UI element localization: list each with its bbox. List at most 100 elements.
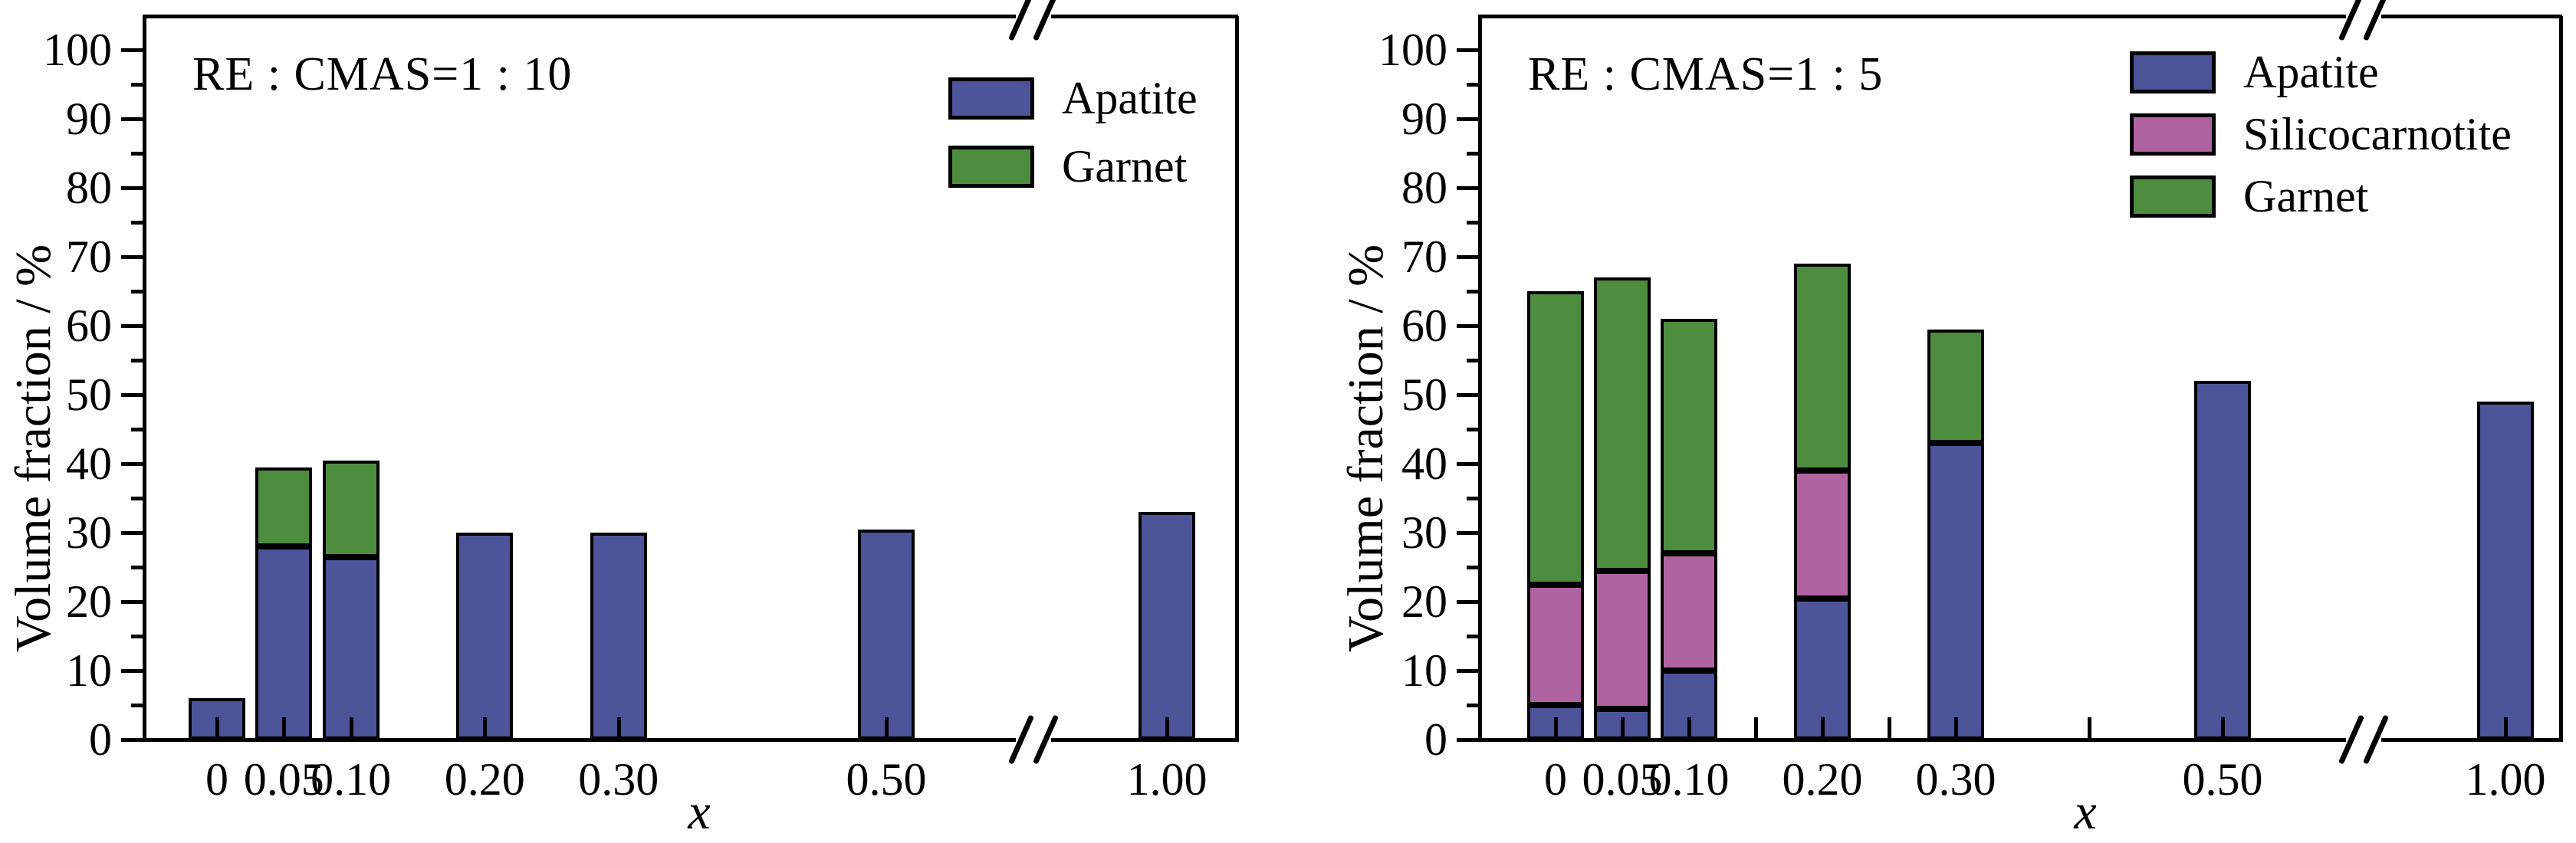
y-tick-label: 20 [1401,576,1447,627]
y-tick-label: 60 [66,300,112,351]
x-minor-tick [1754,717,1758,738]
y-tick-label: 100 [43,25,112,75]
y-major-tick [121,738,144,742]
bar-segment-garnet [322,460,380,557]
x-tick-label: 0.50 [846,754,927,805]
x-tick-label: 0.05 [243,754,324,805]
y-minor-tick [131,221,144,225]
bar-segment-garnet [1594,277,1651,571]
bar-segment-apatite [456,533,514,740]
y-minor-tick [1467,359,1480,362]
y-major-tick [1457,48,1480,52]
y-major-tick [121,669,144,673]
y-minor-tick [1467,704,1480,707]
legend-item-garnet: Garnet [948,140,1187,193]
y-major-tick [1457,117,1480,121]
bar-segment-apatite [1794,598,1851,740]
x-tick [1554,717,1558,738]
y-tick-label: 80 [1401,162,1447,213]
y-tick-label: 90 [1401,93,1447,144]
y-major-tick [121,600,144,604]
y-minor-tick [131,290,144,294]
y-major-tick [1457,324,1480,328]
y-axis [1478,16,1482,742]
bar-segment-garnet [255,467,313,546]
garnet-swatch-icon [2130,175,2216,218]
x-tick-label: 0.20 [1782,754,1863,805]
right-axis [2559,16,2563,742]
y-minor-tick [1467,221,1480,225]
y-minor-tick [131,83,144,87]
bar-segment-silicocarnotite [1794,471,1851,599]
y-minor-tick [131,566,144,569]
legend-item-apatite: Apatite [2130,46,2379,99]
bar-segment-apatite [858,529,915,740]
bar-segment-silicocarnotite [1661,553,1717,671]
x-tick-label: 0.30 [578,754,659,805]
y-minor-tick [131,635,144,638]
x-tick-label: 0 [1544,754,1567,805]
x-tick [616,717,621,738]
y-axis [143,16,146,742]
legend-label: Apatite [2243,47,2379,97]
x-tick [282,717,287,738]
y-minor-tick [1467,290,1480,294]
y-tick-label: 50 [1401,369,1447,420]
bar-segment-garnet [1527,291,1584,585]
bar-segment-apatite [1927,443,1984,740]
y-major-tick [121,393,144,397]
y-major-tick [121,186,144,190]
bar-segment-silicocarnotite [1594,570,1651,709]
y-minor-tick [131,704,144,707]
y-tick-label: 0 [1424,714,1447,765]
bar-segment-apatite [2477,402,2534,740]
garnet-swatch-icon [948,146,1034,188]
x-axis-label: x [2074,784,2097,840]
y-major-tick [1457,600,1480,604]
x-tick [215,717,219,738]
y-tick-label: 70 [1401,231,1447,282]
x-axis-label: x [688,784,711,840]
y-major-tick [121,255,144,259]
y-minor-tick [131,359,144,362]
y-major-tick [1457,255,1480,259]
bar-segment-apatite [1138,512,1195,740]
y-major-tick [121,324,144,328]
axis-break-icon [2362,0,2390,41]
x-tick-label: 0 [205,754,228,805]
bar-segment-apatite [2194,381,2251,740]
x-tick-label: 0.05 [1582,754,1663,805]
x-axis-right-segment [1051,738,1238,742]
y-major-tick [1457,531,1480,535]
y-tick-label: 30 [66,507,112,558]
y-major-tick [1457,393,1480,397]
y-major-tick [1457,186,1480,190]
x-tick [1954,717,1958,738]
x-tick [2221,717,2225,738]
y-major-tick [121,462,144,466]
y-minor-tick [1467,152,1480,156]
x-tick [1821,717,1825,738]
y-tick-label: 60 [1401,300,1447,351]
y-major-tick [121,531,144,535]
chart-title: RE : CMAS=1 : 5 [1528,48,1884,100]
apatite-swatch-icon [2130,51,2216,93]
x-tick [1621,717,1625,738]
axis-break-icon [2338,0,2365,41]
x-tick-label: 0.10 [310,754,392,805]
top-axis-right-segment [2381,15,2562,18]
x-tick-label: 1.00 [2465,754,2546,805]
bar-segment-garnet [1927,329,1984,443]
top-axis-left-segment [143,15,1016,18]
x-tick [2504,717,2508,738]
legend-label: Garnet [2243,171,2369,221]
x-tick [1165,717,1169,738]
top-axis-right-segment [1051,15,1238,18]
x-tick-label: 0.30 [1915,754,1996,805]
chart-title: RE : CMAS=1 : 10 [192,48,573,100]
x-minor-tick [1888,717,1891,738]
y-minor-tick [1467,566,1480,569]
right-axis [1235,16,1239,742]
x-minor-tick [2088,717,2091,738]
